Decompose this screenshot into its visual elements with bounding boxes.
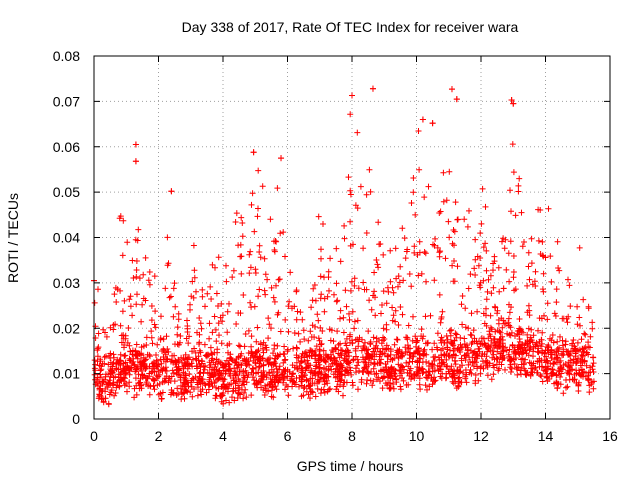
- axis-ticks: [93, 55, 611, 420]
- y-tick-label: 0.07: [53, 93, 80, 109]
- y-tick-label: 0.08: [53, 48, 80, 64]
- y-tick-label: 0.02: [53, 320, 80, 336]
- peak-point: [278, 155, 285, 162]
- y-tick-label: 0.01: [53, 366, 80, 382]
- peak-point: [510, 100, 517, 107]
- chart-title: Day 338 of 2017, Rate Of TEC Index for r…: [182, 19, 519, 35]
- x-tick-label: 2: [155, 428, 163, 444]
- x-tick-label: 12: [473, 428, 489, 444]
- gridlines: [94, 56, 610, 419]
- data-points-plus-markers: [91, 85, 597, 408]
- x-tick-label: 4: [219, 428, 227, 444]
- peak-point: [453, 96, 460, 103]
- x-tick-label: 16: [602, 428, 618, 444]
- x-tick-label: 14: [538, 428, 554, 444]
- y-tick-label: 0.04: [53, 230, 80, 246]
- x-tick-label: 8: [348, 428, 356, 444]
- scatter-points: [91, 85, 597, 408]
- x-tick-label: 10: [409, 428, 425, 444]
- x-tick-label: 0: [90, 428, 98, 444]
- y-axis-label: ROTI / TECUs: [5, 193, 21, 283]
- peak-point: [419, 116, 426, 123]
- peak-point: [508, 97, 515, 104]
- y-tick-label: 0.03: [53, 275, 80, 291]
- peak-point: [250, 149, 257, 156]
- peak-point: [349, 92, 355, 99]
- peak-point: [429, 120, 436, 127]
- y-tick-label: 0.05: [53, 184, 80, 200]
- peak-point: [132, 158, 139, 165]
- peak-point: [369, 85, 376, 92]
- x-axis-label: GPS time / hours: [297, 458, 404, 474]
- peak-point: [132, 141, 139, 148]
- x-tick-label: 6: [284, 428, 292, 444]
- peak-point: [448, 86, 455, 93]
- peak-point: [168, 188, 175, 195]
- y-tick-label: 0.06: [53, 139, 80, 155]
- tick-labels: 0 2 4 6 8 10 12 14 16 0 0.01 0.02 0.03 0.04 0.05 0.06 0.…: [53, 48, 618, 444]
- y-tick-label: 0: [72, 411, 80, 427]
